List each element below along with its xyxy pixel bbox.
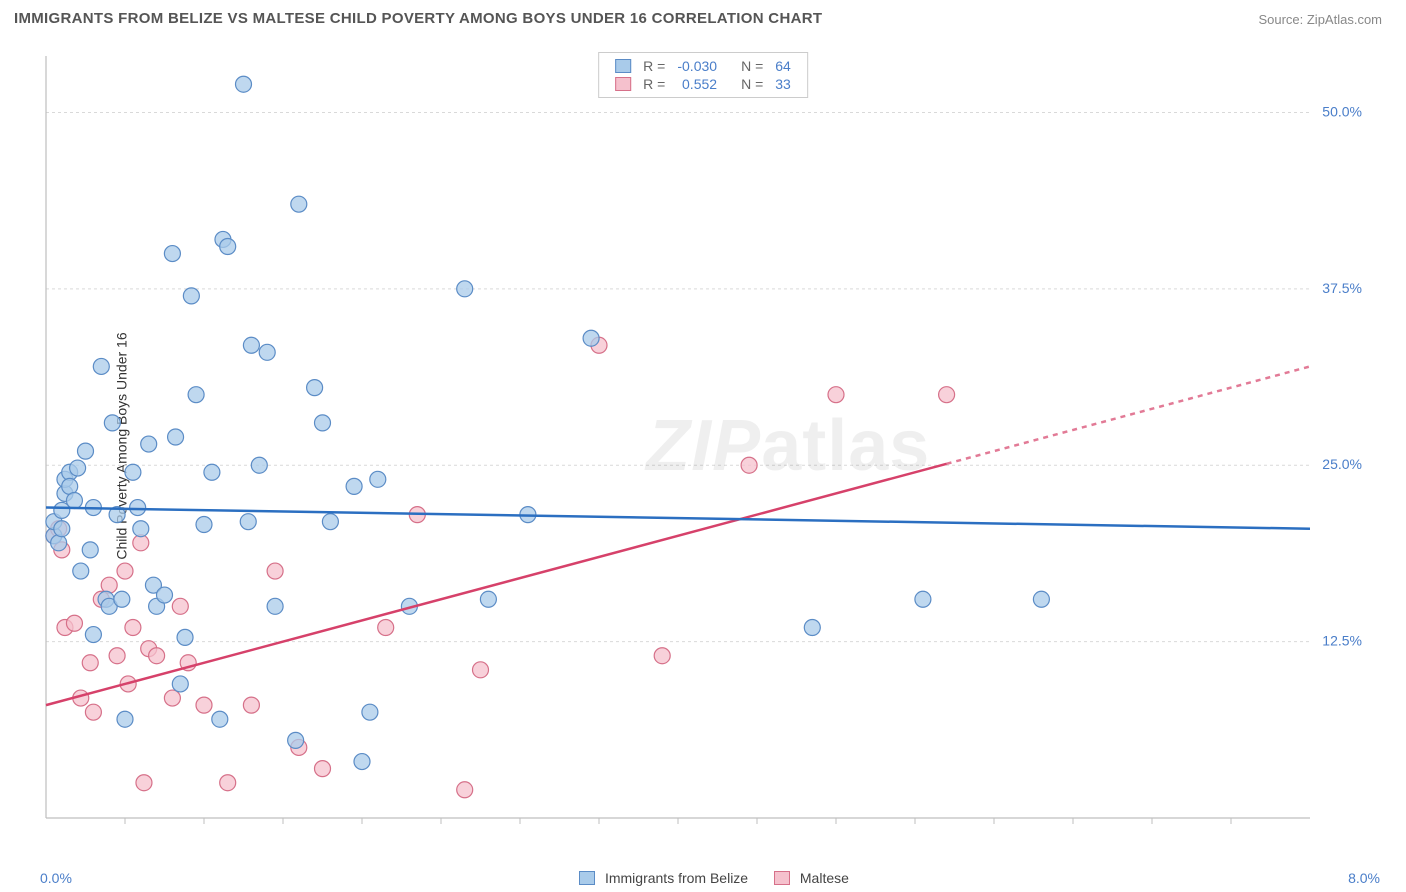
svg-text:37.5%: 37.5% [1322,280,1362,296]
legend-label-blue: Immigrants from Belize [605,870,748,886]
series-legend: Immigrants from Belize Maltese [0,870,1406,886]
r-value-blue: -0.030 [671,57,723,75]
scatter-plot: 12.5% 25.0% 37.5% 50.0% [40,50,1370,840]
legend-row-pink: R = 0.552 N = 33 [609,75,797,93]
r-label: R = [637,57,671,75]
n-label: N = [735,75,769,93]
legend-label-pink: Maltese [800,870,849,886]
n-value-blue: 64 [769,57,797,75]
svg-text:25.0%: 25.0% [1322,456,1362,472]
n-value-pink: 33 [769,75,797,93]
svg-text:12.5%: 12.5% [1322,633,1362,649]
legend-swatch-blue [579,871,595,885]
chart-title: IMMIGRANTS FROM BELIZE VS MALTESE CHILD … [14,10,822,27]
correlation-legend: R = -0.030 N = 64 R = 0.552 N = 33 [598,52,808,98]
source-attribution: Source: ZipAtlas.com [1258,12,1382,27]
r-value-pink: 0.552 [671,75,723,93]
legend-swatch-pink [615,77,631,91]
r-label: R = [637,75,671,93]
svg-text:50.0%: 50.0% [1322,103,1362,119]
n-label: N = [735,57,769,75]
legend-swatch-pink [774,871,790,885]
legend-row-blue: R = -0.030 N = 64 [609,57,797,75]
legend-swatch-blue [615,59,631,73]
